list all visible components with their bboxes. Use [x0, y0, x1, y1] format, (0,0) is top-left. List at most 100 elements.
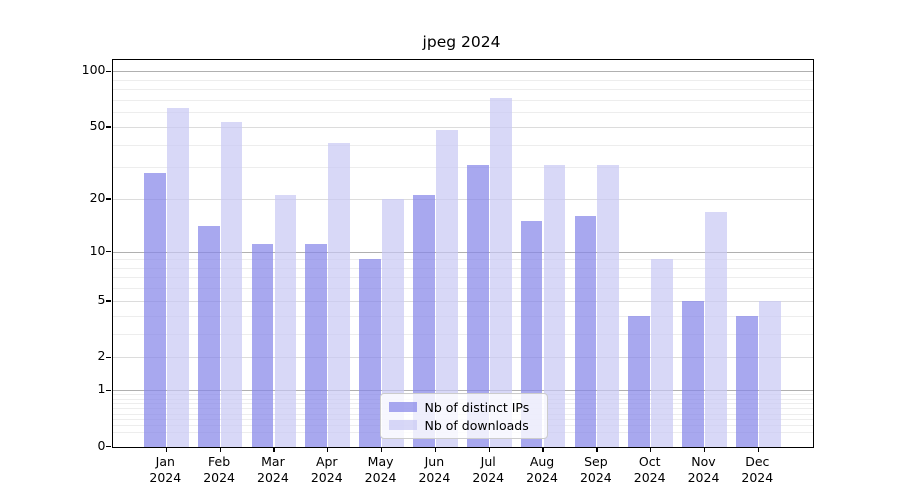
y-axis-tick-label: 5 [97, 291, 106, 307]
legend-label-distinct-ips: Nb of distinct IPs [424, 399, 530, 415]
x-axis-tick [219, 446, 221, 452]
x-axis-tick-label: Dec 2024 [730, 454, 784, 487]
x-axis-tick-label: Feb 2024 [192, 454, 246, 487]
major-gridline [112, 390, 813, 392]
x-axis-tick [434, 446, 437, 452]
x-label-month: Aug [529, 453, 555, 469]
legend-swatch-downloads [388, 419, 417, 431]
x-label-month: Oct [638, 453, 661, 469]
minor-gridline [112, 277, 813, 279]
bar-downloads-aug [543, 164, 566, 447]
x-axis-tick-label: Aug 2024 [515, 454, 569, 487]
minor-gridline [112, 112, 813, 114]
y-axis-tick [106, 70, 112, 72]
x-label-year: 2024 [257, 470, 289, 485]
minor-gridline [112, 144, 813, 146]
major-gridline [112, 126, 813, 128]
y-axis-tick [106, 126, 112, 128]
major-gridline [112, 71, 813, 73]
x-axis-tick-label: Mar 2024 [246, 454, 300, 487]
bar-distinct-ips-jan [144, 172, 166, 447]
y-axis-tick [106, 445, 112, 448]
y-axis-tick-label: 0 [97, 437, 106, 453]
x-label-month: Dec [745, 453, 770, 469]
bar-distinct-ips-jul [466, 164, 489, 447]
x-axis-tick [273, 446, 275, 452]
bar-distinct-ips-mar [251, 244, 274, 447]
bar-downloads-oct [651, 259, 673, 447]
y-axis-tick-label: 2 [97, 348, 106, 364]
bar-distinct-ips-oct [628, 315, 651, 447]
x-axis-tick [488, 446, 490, 452]
x-label-month: Nov [691, 453, 716, 469]
x-axis-tick [596, 446, 598, 452]
legend-swatch-ips [388, 401, 417, 413]
bar-distinct-ips-dec [736, 315, 758, 447]
x-label-month: Mar [261, 453, 285, 469]
y-axis-tick [106, 300, 112, 302]
minor-gridline [112, 267, 813, 269]
legend: Nb of distinct IPs Nb of downloads [379, 393, 548, 439]
x-label-month: May [367, 453, 394, 469]
bar-distinct-ips-aug [520, 221, 543, 447]
bar-distinct-ips-nov [682, 300, 704, 447]
legend-item-downloads: Nb of downloads [388, 417, 539, 433]
x-label-year: 2024 [633, 470, 666, 485]
bar-downloads-may [382, 198, 404, 447]
major-gridline [112, 251, 813, 253]
x-label-year: 2024 [526, 470, 558, 485]
y-axis-tick [106, 389, 112, 391]
minor-gridline [112, 315, 813, 317]
y-axis-tick-label: 20 [89, 189, 106, 205]
bar-distinct-ips-feb [197, 226, 220, 447]
x-axis-tick [703, 446, 706, 452]
bar-downloads-feb [220, 122, 243, 447]
y-axis-tick [106, 198, 112, 200]
minor-gridline [112, 259, 813, 261]
x-label-month: Jan [155, 453, 175, 469]
x-axis-tick-label: Jul 2024 [461, 454, 515, 487]
x-label-month: Feb [208, 453, 231, 469]
x-axis-tick [542, 446, 544, 452]
x-axis-tick [757, 446, 760, 452]
x-label-month: Sep [584, 453, 608, 469]
major-gridline [112, 198, 813, 200]
legend-item-distinct-ips: Nb of distinct IPs [388, 399, 539, 415]
x-axis-tick-label: Oct 2024 [623, 454, 677, 487]
minor-gridline [112, 288, 813, 290]
bar-downloads-dec [758, 300, 781, 447]
bar-downloads-apr [328, 142, 351, 447]
major-gridline [112, 357, 813, 359]
minor-gridline [112, 89, 813, 91]
minor-gridline [112, 79, 813, 81]
minor-gridline [112, 99, 813, 101]
y-axis-tick [106, 356, 112, 358]
y-axis-tick-label: 10 [89, 242, 106, 258]
bar-distinct-ips-sep [574, 216, 597, 447]
x-axis-tick-label: Apr 2024 [300, 454, 354, 487]
bar-downloads-mar [274, 195, 297, 447]
plot-area: Nb of distinct IPs Nb of downloads [106, 59, 814, 452]
minor-gridline [112, 333, 813, 335]
bar-downloads-sep [597, 164, 620, 447]
bar-downloads-nov [705, 211, 727, 447]
x-label-year: 2024 [687, 470, 720, 485]
x-axis-tick-label: May 2024 [354, 454, 408, 487]
x-axis-tick-label: Nov 2024 [677, 454, 731, 487]
bar-downloads-jan [166, 108, 189, 447]
x-axis-tick-label: Jan 2024 [138, 454, 192, 487]
major-gridline [112, 300, 813, 302]
bar-downloads-jul [489, 97, 512, 447]
y-axis-tick [106, 250, 112, 253]
x-axis-tick [327, 446, 329, 452]
x-label-month: Jun [424, 453, 445, 469]
x-axis-tick [650, 446, 652, 452]
x-label-year: 2024 [741, 470, 774, 485]
x-label-month: Apr [315, 453, 338, 469]
x-label-year: 2024 [310, 470, 343, 485]
x-label-year: 2024 [579, 470, 612, 485]
legend-label-downloads: Nb of downloads [424, 417, 529, 433]
bar-distinct-ips-jun [413, 195, 435, 447]
chart-title: jpeg 2024 [422, 33, 501, 51]
